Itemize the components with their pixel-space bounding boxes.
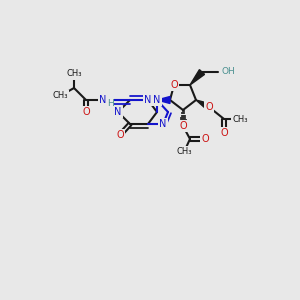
Text: H: H xyxy=(106,100,113,109)
Text: O: O xyxy=(205,102,213,112)
Text: OH: OH xyxy=(222,68,236,76)
Text: O: O xyxy=(116,130,124,140)
Text: O: O xyxy=(179,121,187,131)
Text: O: O xyxy=(220,128,228,138)
Polygon shape xyxy=(196,100,211,110)
Polygon shape xyxy=(157,97,170,104)
Text: N: N xyxy=(99,95,107,105)
Text: N: N xyxy=(159,119,167,129)
Text: CH₃: CH₃ xyxy=(66,70,82,79)
Text: CH₃: CH₃ xyxy=(176,148,192,157)
Text: O: O xyxy=(82,107,90,117)
Text: N: N xyxy=(144,95,152,105)
Polygon shape xyxy=(190,70,205,85)
Text: CH₃: CH₃ xyxy=(232,115,248,124)
Text: O: O xyxy=(201,134,209,144)
Text: N: N xyxy=(114,107,122,117)
Text: O: O xyxy=(170,80,178,90)
Text: N: N xyxy=(153,95,161,105)
Text: CH₃: CH₃ xyxy=(52,92,68,100)
